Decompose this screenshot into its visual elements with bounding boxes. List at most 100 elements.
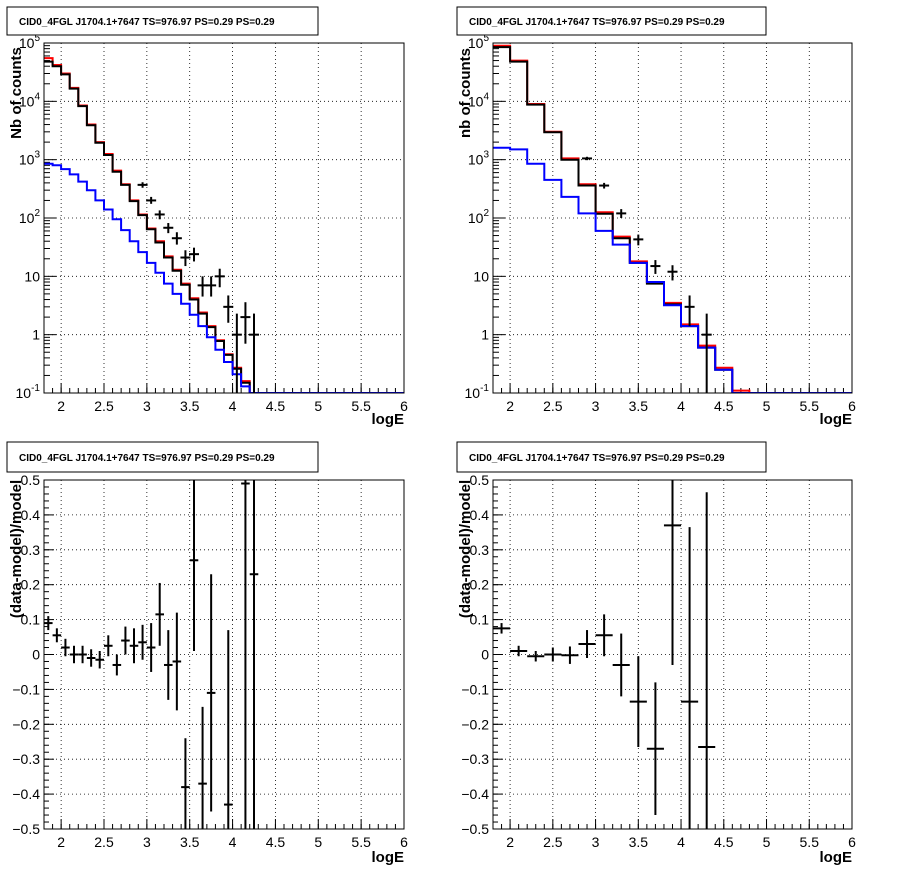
data-point: [206, 574, 216, 812]
y-axis-title: (data-model)/model: [457, 480, 474, 618]
data-point: [223, 295, 234, 323]
x-tick-label: 4.5: [266, 834, 286, 850]
y-axis-title: (data-model)/model: [8, 480, 25, 618]
histogram-series: [493, 146, 852, 393]
y-tick-label: −0.5: [12, 821, 40, 837]
x-tick-label: 3.5: [629, 398, 649, 414]
chart-title: CID0_4FGL J1704.1+7647 TS=976.97 PS=0.29…: [19, 453, 275, 464]
x-tick-label: 4.5: [714, 834, 734, 850]
data-point: [197, 276, 208, 297]
data-point: [171, 232, 182, 245]
plot-frame: [43, 479, 405, 830]
y-axis-title: Nb of counts: [8, 47, 25, 139]
x-tick-label: 5: [314, 398, 322, 414]
data-point: [684, 295, 695, 327]
histogram-series: [44, 162, 404, 393]
y-tick-label: 0: [481, 647, 489, 663]
x-tick-label: 4: [229, 398, 237, 414]
x-tick-label: 5: [763, 398, 771, 414]
histogram-series: [44, 60, 404, 393]
y-tick-label: 0: [32, 647, 40, 663]
plot-frame: [492, 42, 853, 394]
x-axis-title: logE: [372, 411, 405, 428]
data-point: [129, 628, 139, 664]
data-point: [112, 654, 122, 676]
data-point: [616, 209, 627, 218]
x-tick-label: 2: [506, 834, 514, 850]
data-point: [52, 628, 62, 643]
y-axis-title: nb of counts: [457, 48, 474, 138]
x-tick-label: 4: [229, 834, 237, 850]
y-tick-label: 10: [473, 268, 489, 284]
y-tick-label: 0.1: [21, 612, 41, 628]
x-tick-label: 3.5: [180, 398, 200, 414]
y-tick-label: 0.2: [21, 577, 41, 593]
title-box: [456, 441, 767, 473]
data-point: [701, 313, 712, 393]
y-tick-exponent: 5: [483, 33, 489, 44]
data-point: [146, 623, 156, 672]
plot-area: [493, 480, 716, 829]
data-point: [164, 630, 173, 700]
y-tick-label: 10-1: [16, 383, 41, 401]
y-tick-label: −0.3: [12, 751, 40, 767]
x-tick-label: 2: [506, 398, 514, 414]
x-tick-label: 6: [400, 398, 408, 414]
data-point: [646, 682, 664, 816]
x-tick-label: 3: [592, 834, 600, 850]
y-tick-label: 0.5: [21, 472, 41, 488]
x-tick-label: 4.5: [714, 398, 734, 414]
data-point: [544, 647, 562, 662]
data-point: [241, 480, 250, 829]
y-tick-label: 10: [24, 268, 40, 284]
data-point: [633, 234, 644, 246]
x-tick-label: 3.5: [629, 834, 649, 850]
data-point: [86, 649, 96, 667]
data-point: [582, 156, 593, 161]
data-point: [104, 635, 113, 657]
data-point: [44, 616, 53, 631]
y-tick-exponent: 4: [34, 91, 40, 102]
x-tick-label: 4: [677, 398, 685, 414]
y-tick-exponent: 2: [34, 208, 40, 219]
plot-area: [44, 480, 259, 829]
data-point: [181, 738, 190, 829]
x-tick-label: 5.5: [351, 398, 371, 414]
x-tick-label: 2.5: [94, 398, 114, 414]
data-point: [61, 638, 70, 657]
data-point: [561, 646, 579, 664]
panel-bottom-right: 2 2.5 3 3.5 4 4.5 5 5.5 6 −0.5 −0.4 −0.3 −0.2 −0.1 0 0.…: [456, 441, 856, 866]
data-point: [214, 268, 225, 288]
data-point: [224, 630, 233, 829]
data-point: [599, 182, 610, 189]
data-point: [698, 492, 716, 829]
data-point: [155, 582, 164, 646]
y-tick-label: 103: [19, 150, 41, 168]
data-point: [138, 624, 147, 660]
data-point: [231, 313, 242, 393]
chart-title: CID0_4FGL J1704.1+7647 TS=976.97 PS=0.29…: [469, 453, 725, 464]
x-tick-label: 2.5: [94, 834, 114, 850]
data-point: [681, 527, 699, 829]
data-point: [650, 260, 661, 274]
x-tick-label: 5.5: [800, 398, 820, 414]
x-tick-label: 5: [314, 834, 322, 850]
x-tick-label: 6: [400, 834, 408, 850]
data-point: [146, 196, 157, 204]
y-tick-exponent: 4: [483, 91, 489, 102]
data-point: [189, 247, 199, 262]
y-tick-exponent: 3: [34, 150, 40, 161]
y-tick-label: −0.4: [461, 786, 489, 802]
data-point: [493, 623, 511, 634]
y-tick-label: 103: [468, 150, 490, 168]
x-tick-label: 4.5: [266, 398, 286, 414]
title-box: [456, 6, 767, 36]
y-tick-label: −0.3: [461, 751, 489, 767]
y-tick-label: 0.3: [470, 542, 490, 558]
chart-title: CID0_4FGL J1704.1+7647 TS=976.97 PS=0.29…: [19, 17, 275, 28]
chart-title: CID0_4FGL J1704.1+7647 TS=976.97 PS=0.29…: [469, 17, 725, 28]
histogram-series: [493, 46, 852, 393]
title-box: [6, 6, 319, 36]
data-point: [667, 265, 678, 281]
